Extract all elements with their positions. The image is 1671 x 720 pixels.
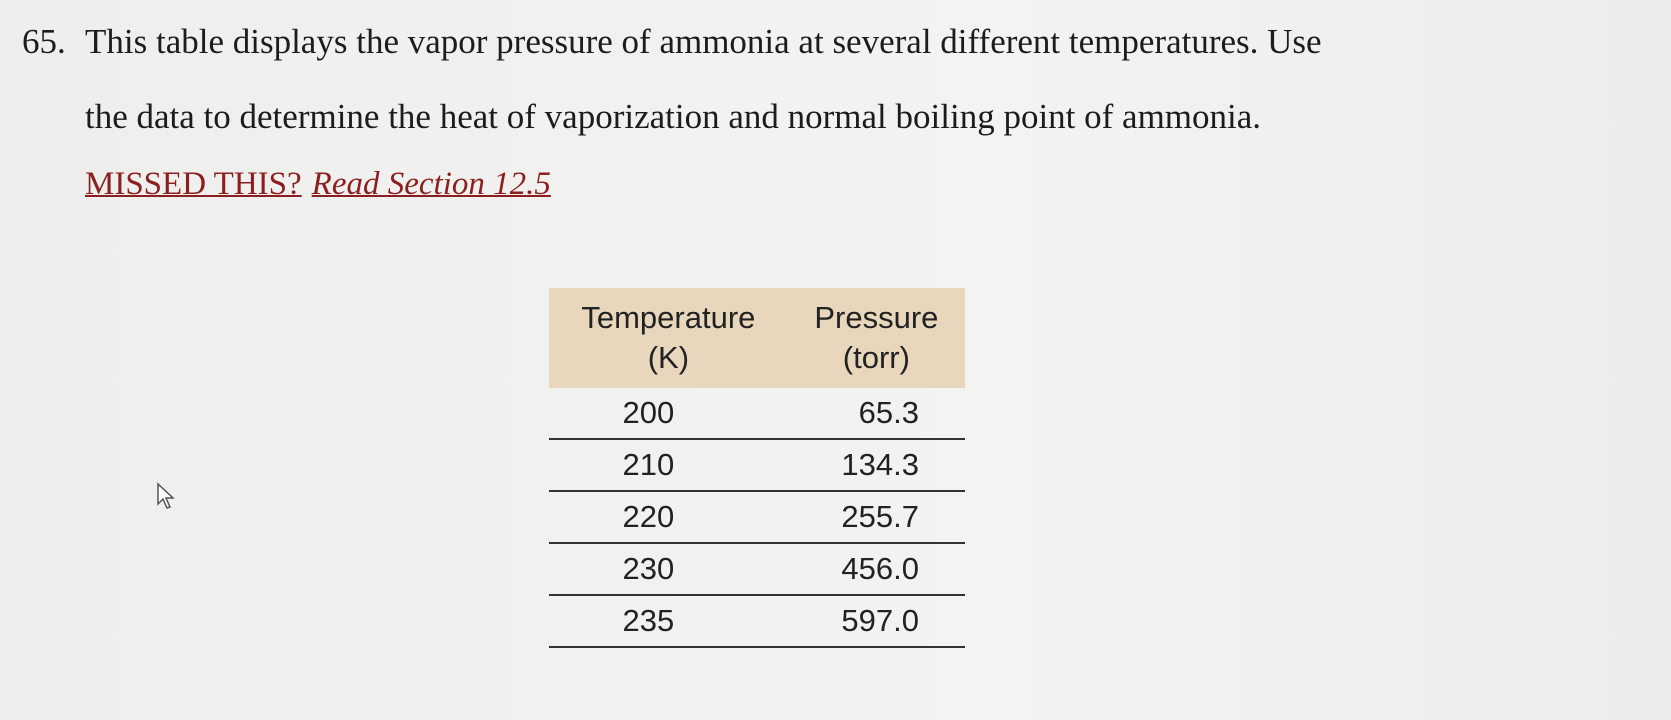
table-cell: 597.0 bbox=[787, 595, 965, 648]
header-text: (torr) bbox=[842, 340, 910, 375]
table-cell: 456.0 bbox=[787, 543, 965, 596]
table-row: 235 597.0 bbox=[549, 595, 965, 648]
table-cell: 220 bbox=[549, 491, 788, 544]
cursor-icon bbox=[157, 482, 175, 509]
header-row: Temperature (K) Pressure (torr) bbox=[549, 288, 965, 388]
table-cell: 210 bbox=[549, 439, 788, 492]
table-body: 200 65.3 210 134.3 220 255.7 230 456.0 235 597.0 bbox=[549, 388, 965, 648]
table-row: 230 456.0 bbox=[549, 543, 965, 596]
header-text: Temperature bbox=[581, 300, 756, 335]
table-row: 200 65.3 bbox=[549, 388, 965, 440]
table-cell: 230 bbox=[549, 543, 788, 596]
table-row: 210 134.3 bbox=[549, 439, 965, 492]
table-cell: 134.3 bbox=[787, 439, 965, 492]
table-cell: 255.7 bbox=[787, 491, 965, 544]
problem-number: 65. bbox=[22, 22, 66, 61]
question-line: the data to determine the heat of vapori… bbox=[85, 97, 1262, 136]
header-cell: Pressure (torr) bbox=[787, 288, 965, 388]
table-cell: 200 bbox=[549, 388, 788, 440]
missed-label: MISSED THIS? bbox=[85, 166, 302, 202]
table-cell: 235 bbox=[549, 595, 788, 648]
table-row: 220 255.7 bbox=[549, 491, 965, 544]
header-cell: Temperature (K) bbox=[549, 288, 788, 388]
header-text: (K) bbox=[647, 340, 690, 375]
table-cell: 65.3 bbox=[787, 388, 965, 440]
question-line: This table displays the vapor pressure o… bbox=[85, 22, 1322, 61]
header-text: Pressure bbox=[814, 300, 939, 335]
section-ref: Read Section 12.5 bbox=[311, 166, 551, 202]
data-table: Temperature (K) Pressure (torr) 200 65.3 210 1… bbox=[549, 288, 965, 648]
missed-link[interactable]: MISSED THIS? Read Section 12.5 bbox=[85, 166, 551, 203]
